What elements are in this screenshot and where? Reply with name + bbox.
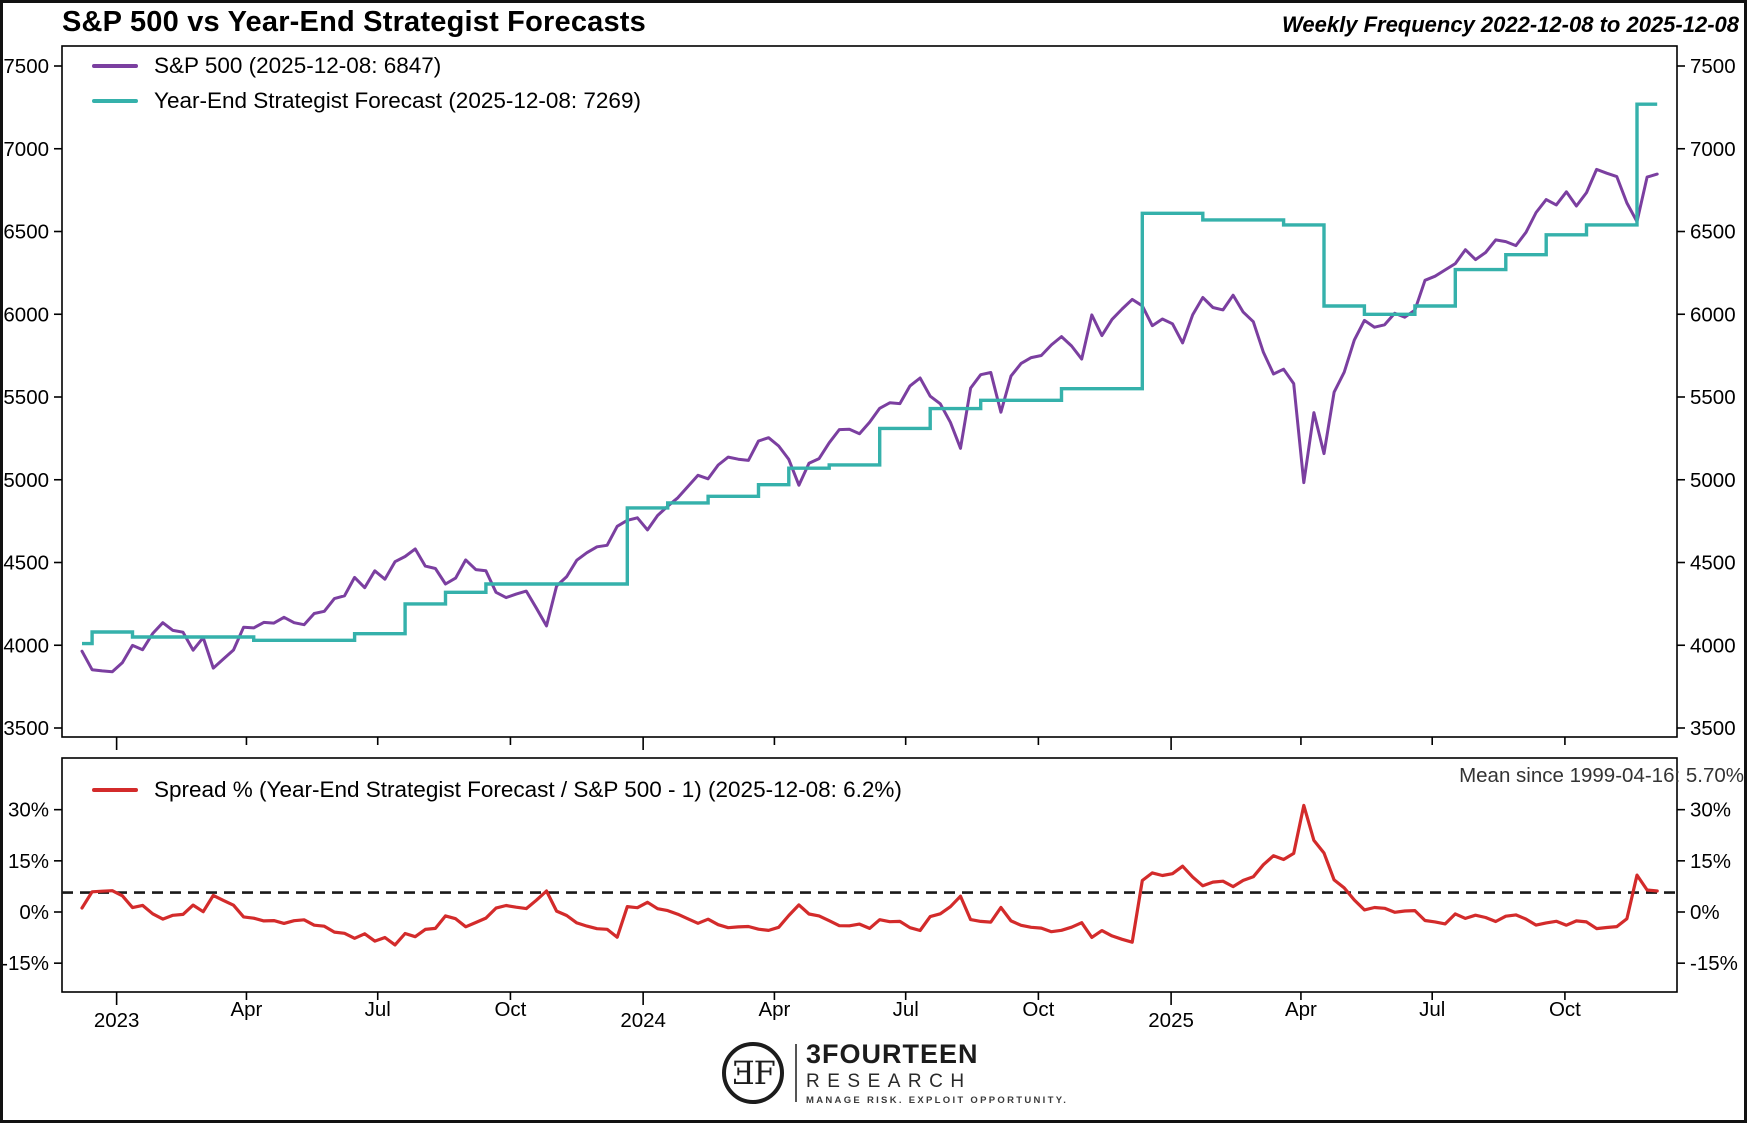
x-axis-label: Jul <box>893 998 919 1021</box>
y-axis-label-left: 3500 <box>3 717 49 740</box>
forecast-step-line <box>82 102 1658 646</box>
svg-text:ƎF: ƎF <box>732 1054 774 1092</box>
logo-name: 3FOURTEEN <box>806 1038 979 1069</box>
y-axis-label-left: -15% <box>1 952 49 975</box>
x-axis-label: Apr <box>1285 998 1317 1021</box>
x-axis-label: Jul <box>1419 998 1445 1021</box>
y-axis-label-right: 5000 <box>1690 469 1736 492</box>
y-axis-label-right: 7500 <box>1690 55 1736 78</box>
top-legend: S&P 500 (2025-12-08: 6847) Year-End Stra… <box>92 52 641 115</box>
legend-item-sp500: S&P 500 (2025-12-08: 6847) <box>92 52 641 80</box>
y-axis-label-left: 6000 <box>3 303 49 326</box>
y-axis-label-left: 6500 <box>3 221 49 244</box>
y-axis-label-left: 30% <box>8 799 49 822</box>
y-axis-label-left: 7500 <box>3 55 49 78</box>
y-axis-label-right: 30% <box>1690 799 1731 822</box>
y-axis-label-right: 5500 <box>1690 386 1736 409</box>
logo-text: 3FOURTEEN RESEARCH MANAGE RISK. EXPLOIT … <box>806 1038 1069 1106</box>
x-axis-label: 2024 <box>620 1009 666 1032</box>
logo-divider <box>795 1044 797 1102</box>
logo-subname: RESEARCH <box>806 1070 972 1092</box>
forecast-line-swatch <box>92 99 138 103</box>
y-axis-label-left: 0% <box>19 901 49 924</box>
y-axis-label-left: 5500 <box>3 386 49 409</box>
x-axis-label: Jul <box>365 998 391 1021</box>
x-axis-label: Oct <box>494 998 526 1021</box>
y-axis-label-left: 15% <box>8 850 49 873</box>
spread-line <box>80 803 1659 947</box>
y-axis-label-right: 4000 <box>1690 634 1736 657</box>
y-axis-label-right: 6500 <box>1690 221 1736 244</box>
y-axis-label-right: 4500 <box>1690 552 1736 575</box>
chart-subtitle: Weekly Frequency 2022-12-08 to 2025-12-0… <box>1282 12 1739 37</box>
brand-logo: ƎF 3FOURTEEN RESEARCH MANAGE RISK. EXPLO… <box>720 1040 1068 1106</box>
y-axis-label-right: -15% <box>1690 952 1738 975</box>
sp500-line <box>80 167 1659 674</box>
y-axis-label-right: 3500 <box>1690 717 1736 740</box>
y-axis-label-left: 5000 <box>3 469 49 492</box>
spread-line-swatch <box>92 788 138 792</box>
y-axis-label-right: 6000 <box>1690 303 1736 326</box>
y-axis-label-right: 7000 <box>1690 138 1736 161</box>
legend-label: S&P 500 (2025-12-08: 6847) <box>154 53 442 78</box>
x-axis-label: 2025 <box>1148 1009 1194 1032</box>
x-axis-label: Apr <box>230 998 262 1021</box>
x-axis-label: Apr <box>758 998 790 1021</box>
x-axis-label: Oct <box>1549 998 1581 1021</box>
legend-label: Year-End Strategist Forecast (2025-12-08… <box>154 88 641 113</box>
y-axis-label-left: 4500 <box>3 552 49 575</box>
legend-label: Spread % (Year-End Strategist Forecast /… <box>154 777 902 802</box>
x-axis-label: 2023 <box>94 1009 140 1032</box>
bottom-panel-box <box>61 757 1678 993</box>
y-axis-label-right: 15% <box>1690 850 1731 873</box>
top-panel-box <box>61 45 1678 738</box>
y-axis-label-right: 0% <box>1690 901 1720 924</box>
x-axis-label: Oct <box>1022 998 1054 1021</box>
legend-item-forecast: Year-End Strategist Forecast (2025-12-08… <box>92 87 641 115</box>
y-axis-label-left: 4000 <box>3 634 49 657</box>
y-axis-label-left: 7000 <box>3 138 49 161</box>
logo-monogram-icon: ƎF <box>722 1042 784 1104</box>
legend-item-spread: Spread % (Year-End Strategist Forecast /… <box>92 776 902 804</box>
sp500-line-swatch <box>92 64 138 68</box>
logo-tagline: MANAGE RISK. EXPLOIT OPPORTUNITY. <box>806 1094 1069 1106</box>
chart-title: S&P 500 vs Year-End Strategist Forecasts <box>62 6 646 38</box>
mean-annotation: Mean since 1999-04-16: 5.70% <box>1459 764 1744 787</box>
bottom-legend: Spread % (Year-End Strategist Forecast /… <box>92 776 902 804</box>
